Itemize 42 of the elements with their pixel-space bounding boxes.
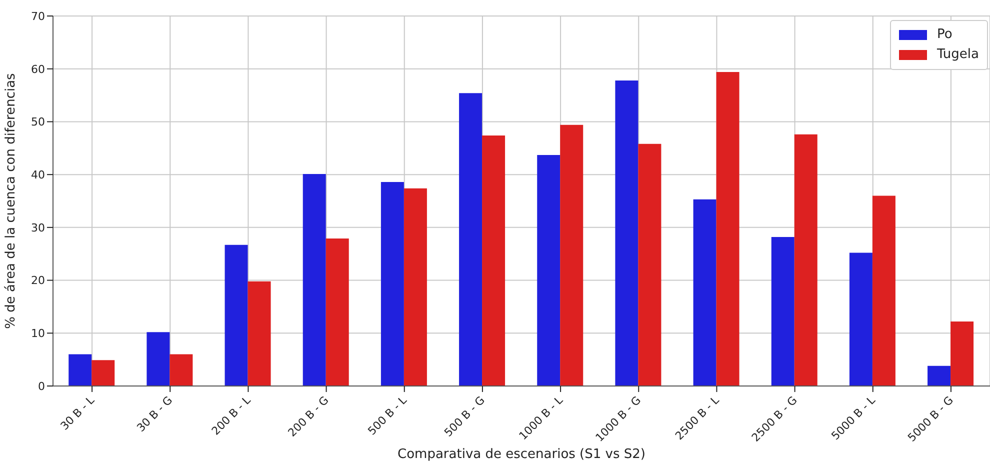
bar bbox=[560, 124, 584, 386]
bar bbox=[950, 322, 974, 386]
bar bbox=[872, 196, 896, 386]
bar bbox=[248, 281, 271, 386]
bar bbox=[302, 174, 326, 386]
bar bbox=[537, 155, 560, 386]
bar bbox=[146, 332, 170, 386]
bar bbox=[693, 199, 716, 386]
bar bbox=[404, 188, 427, 386]
legend-label: Tugela bbox=[936, 46, 979, 64]
x-tick-label: 500 B - L bbox=[365, 393, 410, 438]
x-tick-label: 200 B - G bbox=[286, 394, 332, 440]
y-tick-label: 10 bbox=[31, 327, 45, 340]
y-tick-label: 70 bbox=[31, 10, 45, 23]
bar bbox=[380, 182, 404, 386]
y-tick-label: 0 bbox=[38, 380, 45, 393]
y-tick-label: 20 bbox=[31, 274, 45, 288]
y-tick-label: 50 bbox=[31, 116, 45, 129]
bar bbox=[92, 360, 115, 386]
bar bbox=[326, 238, 349, 386]
bar bbox=[794, 134, 818, 386]
bar bbox=[615, 80, 638, 386]
x-tick-label: 30 B - L bbox=[58, 393, 98, 433]
bar bbox=[928, 366, 951, 386]
bar bbox=[224, 244, 248, 386]
legend-label: Po bbox=[936, 26, 952, 44]
x-tick-label: 200 B - L bbox=[209, 393, 254, 438]
y-tick-label: 40 bbox=[31, 168, 45, 182]
bar bbox=[482, 135, 506, 386]
y-axis-title: % de área de la cuenca con diferencias bbox=[4, 72, 19, 329]
x-axis-title: Comparativa de escenarios (S1 vs S2) bbox=[398, 447, 646, 462]
bar bbox=[849, 252, 872, 386]
y-tick-label: 30 bbox=[31, 221, 45, 234]
bar bbox=[68, 354, 92, 386]
y-tick-label: 60 bbox=[31, 62, 45, 76]
bar bbox=[170, 354, 193, 386]
bar bbox=[716, 72, 740, 386]
bar bbox=[459, 93, 482, 386]
bar bbox=[771, 236, 794, 386]
x-tick-label: 500 B - G bbox=[442, 394, 488, 440]
bar bbox=[638, 144, 662, 386]
x-tick-label: 30 B - G bbox=[134, 394, 176, 434]
